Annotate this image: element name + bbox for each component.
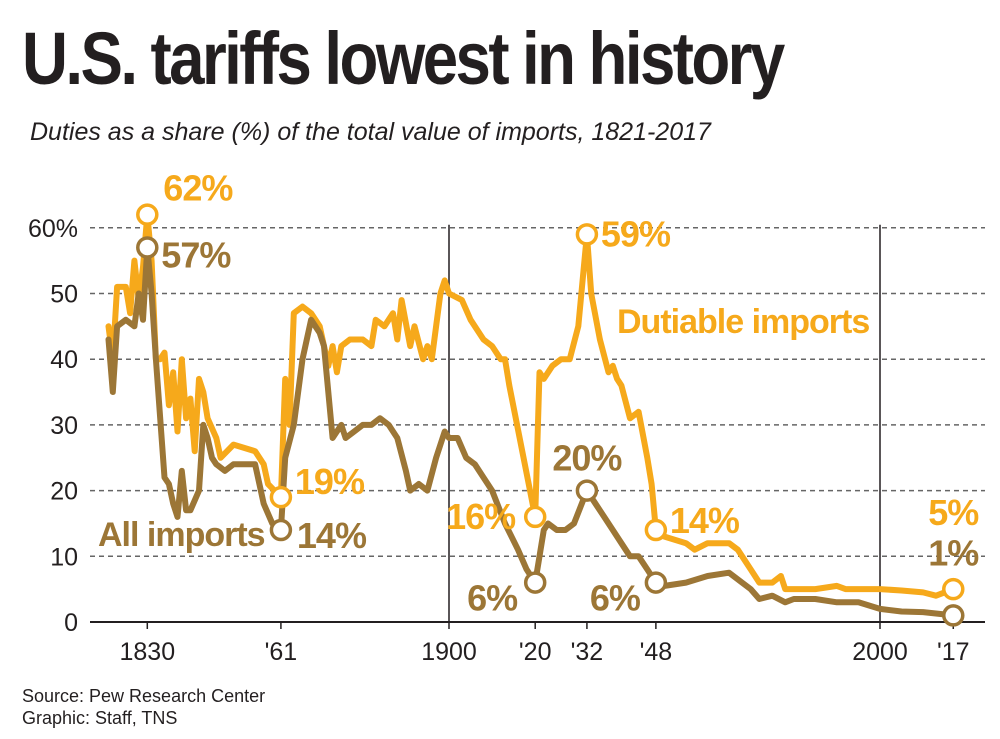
x-tick-label: '32 xyxy=(571,638,604,666)
y-tick-label: 40 xyxy=(50,346,78,374)
x-tick-label: '48 xyxy=(640,638,673,666)
annotation-marker xyxy=(942,577,965,601)
credit-note: Graphic: Staff, TNS xyxy=(22,708,178,728)
annotation-marker xyxy=(269,485,293,509)
chart-subtitle: Duties as a share (%) of the total value… xyxy=(30,118,711,146)
x-tick-label: 1830 xyxy=(119,638,175,666)
legend-dutiable-imports: Dutiable imports xyxy=(617,303,869,341)
series-line-dutiable-imports xyxy=(105,211,957,599)
x-tick-label: 1900 xyxy=(421,638,477,666)
annotation-marker xyxy=(575,223,599,246)
annotation-label: 14% xyxy=(670,500,740,541)
annotation-label: 6% xyxy=(590,578,641,619)
y-tick-label: 50 xyxy=(50,281,78,309)
y-tick-label: 0 xyxy=(64,609,78,637)
legend-all-imports: All imports xyxy=(98,516,265,554)
y-tick-label: 10 xyxy=(50,543,78,571)
annotation-marker xyxy=(136,203,159,226)
annotation-label: 57% xyxy=(161,235,231,276)
annotation-label: 19% xyxy=(295,461,365,502)
annotation-marker xyxy=(575,479,599,502)
annotation-label: 1% xyxy=(928,532,979,573)
annotation-label: 16% xyxy=(446,496,516,537)
x-tick-label: '17 xyxy=(937,638,970,666)
annotation-label: 62% xyxy=(163,168,233,209)
annotation-marker xyxy=(644,518,668,542)
y-tick-label: 20 xyxy=(50,478,78,506)
annotation-label: 14% xyxy=(297,515,367,556)
annotation-marker xyxy=(644,571,668,594)
y-tick-label: 30 xyxy=(50,412,78,440)
annotation-marker xyxy=(136,236,159,259)
annotation-marker xyxy=(269,518,293,542)
annotation-label: 20% xyxy=(552,438,622,479)
series-line-all-imports xyxy=(105,244,957,619)
chart-title: U.S. tariffs lowest in history xyxy=(22,17,785,100)
x-tick-label: 2000 xyxy=(852,638,908,666)
annotation-marker xyxy=(523,571,547,594)
annotation-label: 6% xyxy=(467,578,518,619)
y-tick-label: 60% xyxy=(28,215,78,243)
source-note: Source: Pew Research Center xyxy=(22,686,266,706)
annotation-marker xyxy=(942,604,965,627)
annotation-label: 5% xyxy=(928,492,979,533)
annotation-marker xyxy=(523,505,547,529)
x-tick-label: '61 xyxy=(265,638,298,666)
x-tick-label: '20 xyxy=(519,638,552,666)
annotation-label: 59% xyxy=(601,213,671,254)
